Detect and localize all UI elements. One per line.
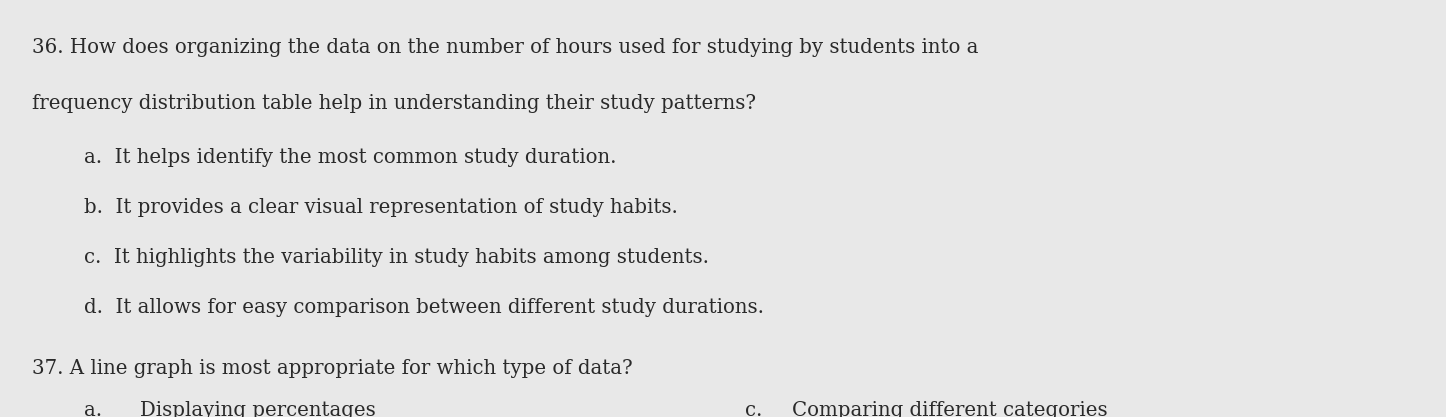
Text: 36. How does organizing the data on the number of hours used for studying by stu: 36. How does organizing the data on the …	[32, 38, 977, 57]
Text: d.  It allows for easy comparison between different study durations.: d. It allows for easy comparison between…	[84, 298, 763, 317]
Text: c.: c.	[745, 401, 762, 417]
Text: a.: a.	[84, 401, 103, 417]
Text: b.  It provides a clear visual representation of study habits.: b. It provides a clear visual representa…	[84, 198, 678, 217]
Text: c.  It highlights the variability in study habits among students.: c. It highlights the variability in stud…	[84, 248, 709, 267]
Text: 37. A line graph is most appropriate for which type of data?: 37. A line graph is most appropriate for…	[32, 359, 632, 379]
Text: Displaying percentages: Displaying percentages	[140, 401, 376, 417]
Text: Comparing different categories: Comparing different categories	[792, 401, 1108, 417]
Text: a.  It helps identify the most common study duration.: a. It helps identify the most common stu…	[84, 148, 616, 167]
Text: frequency distribution table help in understanding their study patterns?: frequency distribution table help in und…	[32, 94, 756, 113]
